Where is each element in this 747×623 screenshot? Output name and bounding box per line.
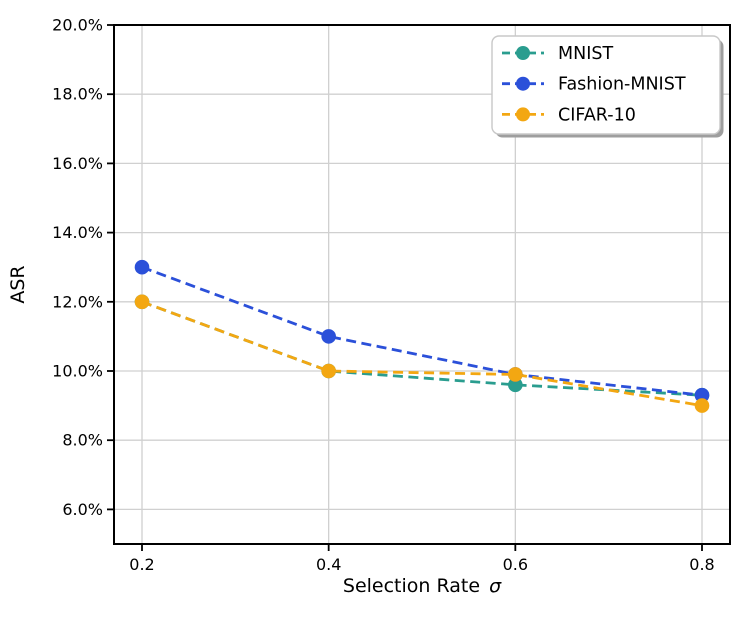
series-group [134,259,710,413]
legend-sample-marker [516,76,530,91]
y-tick-label: 14.0% [52,223,103,242]
plot-border [113,24,731,545]
x-tick-label: 0.6 [503,555,528,574]
legend-sample-marker [516,107,530,122]
legend-sample-marker [516,46,530,60]
legend-label: CIFAR-10 [558,105,636,125]
y-axis: 6.0% 8.0% 10.0% 12.0% 14.0% 16.0% 18.0% 20.0% [52,16,114,519]
series-line-cifar-10 [141,300,703,407]
y-tick-label: 12.0% [52,292,103,311]
legend-label: Fashion-MNIST [558,75,686,95]
series-marker-cifar-10 [508,367,523,382]
y-tick-label: 8.0% [62,431,103,450]
series-marker-fashion-mnist [694,387,710,403]
x-axis: 0.2 0.4 0.6 0.8 [129,544,715,574]
y-tick-label: 16.0% [52,154,103,173]
x-tick-label: 0.8 [689,555,714,574]
series-marker-mnist [508,377,523,393]
y-tick-label: 18.0% [52,85,103,104]
legend-item-mnist: MNIST [502,44,613,64]
series-marker-fashion-mnist [321,329,336,344]
x-axis-label: Selection Rate σ [343,575,502,597]
series-marker-cifar-10 [694,398,710,413]
series-marker-cifar-10 [134,294,150,310]
x-tick-label: 0.4 [316,555,341,574]
legend-item-fashion-mnist: Fashion-MNIST [502,75,686,95]
y-tick-label: 20.0% [52,16,103,35]
series-line-mnist [141,300,703,397]
legend-box [491,35,721,135]
series-marker-cifar-10 [321,363,336,379]
legend-label: MNIST [558,44,613,64]
y-tick-label: 10.0% [52,362,103,381]
series-marker-fashion-mnist [134,259,150,275]
x-tick-label: 0.2 [129,555,154,574]
legend: MNIST Fashion-MNIST CIFAR-10 [491,35,724,138]
y-axis-label: ASR [7,265,29,303]
y-tick-label: 6.0% [62,500,103,519]
series-line-fashion-mnist [141,265,703,397]
legend-item-cifar-10: CIFAR-10 [502,105,636,125]
